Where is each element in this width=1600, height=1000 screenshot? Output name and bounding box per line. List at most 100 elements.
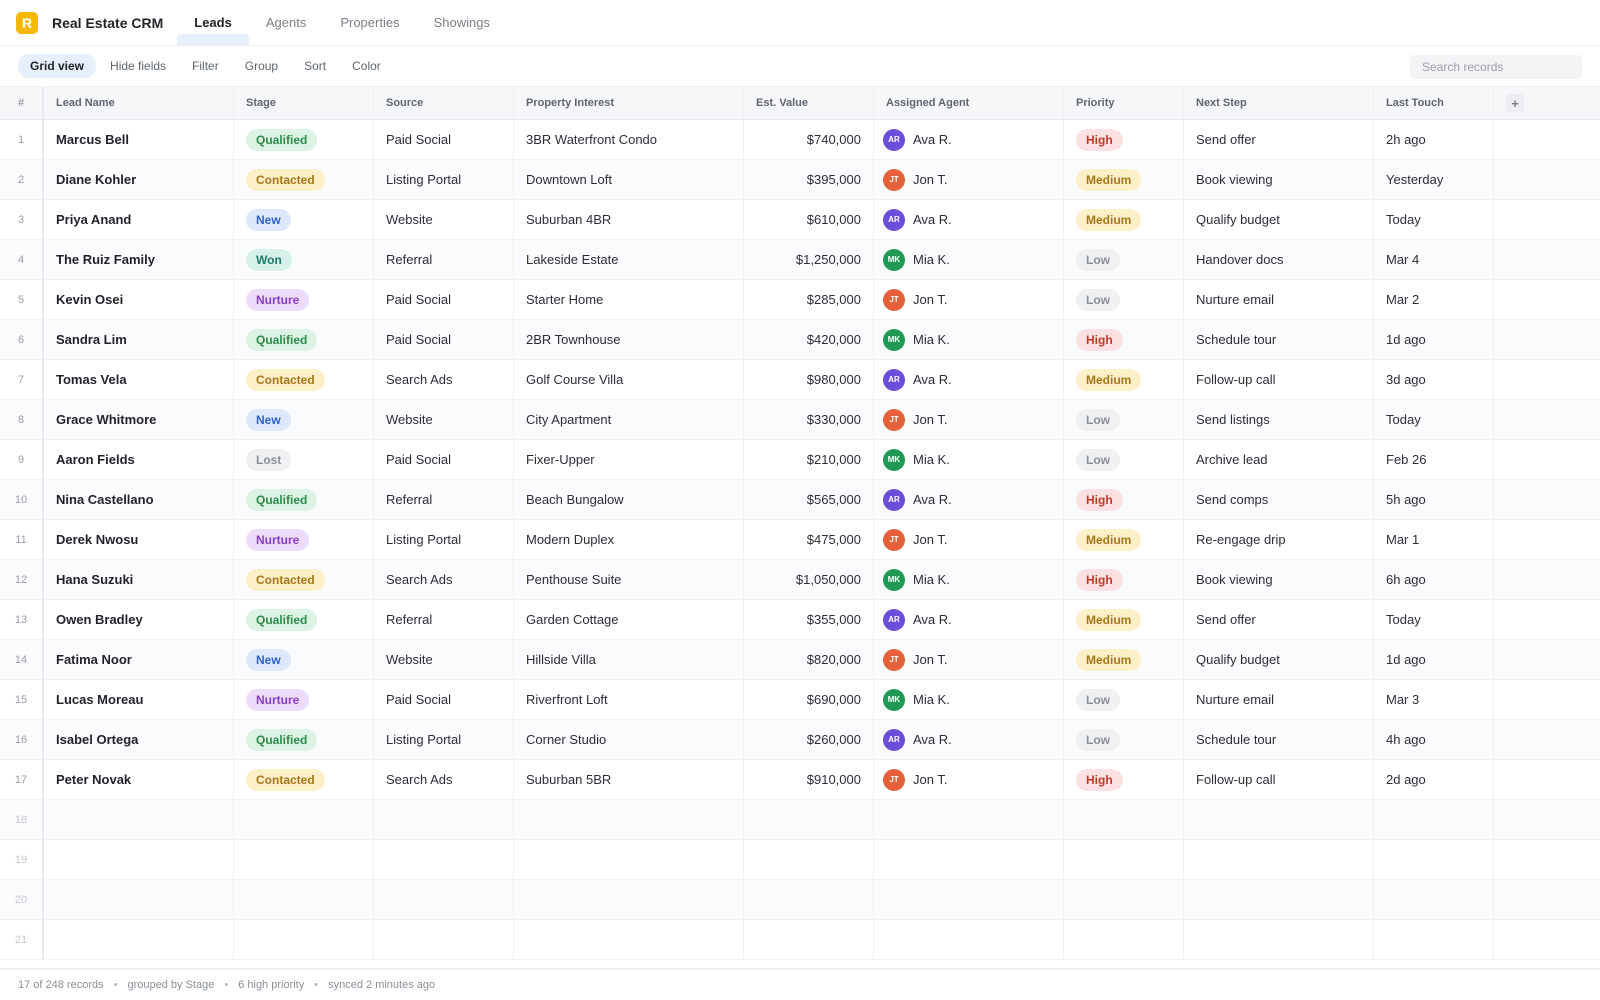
empty-cell[interactable] [374,920,514,959]
last-touch-cell[interactable]: Mar 3 [1374,680,1494,719]
lead-name-cell[interactable]: The Ruiz Family [44,240,234,279]
tab-properties[interactable]: Properties [340,15,400,30]
hide-fields-button[interactable]: Hide fields [110,59,167,73]
last-touch-cell[interactable]: Mar 1 [1374,520,1494,559]
last-touch-cell[interactable]: 6h ago [1374,560,1494,599]
stage-cell[interactable]: Qualified [234,600,374,639]
last-touch-cell[interactable]: 1d ago [1374,640,1494,679]
empty-cell[interactable] [744,920,874,959]
property-interest-cell[interactable]: Lakeside Estate [514,240,744,279]
source-cell[interactable]: Search Ads [374,360,514,399]
assigned-agent-cell[interactable]: JT Jon T. [874,640,1064,679]
empty-cell[interactable] [234,880,374,919]
column-header-priority[interactable]: Priority [1064,87,1184,119]
stage-cell[interactable]: New [234,640,374,679]
property-interest-cell[interactable]: Beach Bungalow [514,480,744,519]
last-touch-cell[interactable]: Today [1374,200,1494,239]
property-interest-cell[interactable]: Riverfront Loft [514,680,744,719]
est-value-cell[interactable]: $980,000 [744,360,874,399]
column-header-number[interactable]: # [0,87,44,119]
source-cell[interactable]: Paid Social [374,280,514,319]
est-value-cell[interactable]: $475,000 [744,520,874,559]
empty-cell[interactable] [744,840,874,879]
grid-view-button[interactable]: Grid view [18,54,97,78]
stage-cell[interactable]: Contacted [234,160,374,199]
stage-cell[interactable]: New [234,200,374,239]
source-cell[interactable]: Paid Social [374,680,514,719]
property-interest-cell[interactable]: Fixer-Upper [514,440,744,479]
property-interest-cell[interactable]: City Apartment [514,400,744,439]
property-interest-cell[interactable]: Hillside Villa [514,640,744,679]
empty-cell[interactable] [1374,880,1494,919]
priority-cell[interactable]: Medium [1064,600,1184,639]
priority-cell[interactable]: Medium [1064,200,1184,239]
property-interest-cell[interactable]: Suburban 4BR [514,200,744,239]
est-value-cell[interactable]: $910,000 [744,760,874,799]
empty-cell[interactable] [1374,800,1494,839]
column-header-source[interactable]: Source [374,87,514,119]
stage-cell[interactable]: Contacted [234,560,374,599]
assigned-agent-cell[interactable]: MK Mia K. [874,320,1064,359]
table-row[interactable]: 9 Aaron Fields Lost Paid Social Fixer-Upper $… [0,440,1600,480]
group-button[interactable]: Group [244,59,279,73]
last-touch-cell[interactable]: 2d ago [1374,760,1494,799]
assigned-agent-cell[interactable]: JT Jon T. [874,280,1064,319]
property-interest-cell[interactable]: Starter Home [514,280,744,319]
column-header-next-step[interactable]: Next Step [1184,87,1374,119]
stage-cell[interactable]: Lost [234,440,374,479]
empty-cell[interactable] [874,880,1064,919]
lead-name-cell[interactable]: Derek Nwosu [44,520,234,559]
empty-row[interactable]: 19 [0,840,1600,880]
lead-name-cell[interactable]: Aaron Fields [44,440,234,479]
column-header-stage[interactable]: Stage [234,87,374,119]
empty-cell[interactable] [374,880,514,919]
next-step-cell[interactable]: Schedule tour [1184,720,1374,759]
lead-name-cell[interactable]: Hana Suzuki [44,560,234,599]
next-step-cell[interactable]: Re-engage drip [1184,520,1374,559]
empty-cell[interactable] [514,800,744,839]
table-row[interactable]: 10 Nina Castellano Qualified Referral Beach … [0,480,1600,520]
lead-name-cell[interactable]: Marcus Bell [44,120,234,159]
property-interest-cell[interactable]: Corner Studio [514,720,744,759]
last-touch-cell[interactable]: 4h ago [1374,720,1494,759]
next-step-cell[interactable]: Nurture email [1184,280,1374,319]
empty-cell[interactable] [1184,880,1374,919]
table-row[interactable]: 2 Diane Kohler Contacted Listing Portal Down… [0,160,1600,200]
lead-name-cell[interactable]: Sandra Lim [44,320,234,359]
last-touch-cell[interactable]: Mar 4 [1374,240,1494,279]
tab-leads[interactable]: Leads [177,0,249,45]
assigned-agent-cell[interactable]: MK Mia K. [874,240,1064,279]
next-step-cell[interactable]: Send comps [1184,480,1374,519]
last-touch-cell[interactable]: 5h ago [1374,480,1494,519]
empty-cell[interactable] [234,800,374,839]
sort-button[interactable]: Sort [304,59,327,73]
est-value-cell[interactable]: $1,050,000 [744,560,874,599]
source-cell[interactable]: Listing Portal [374,720,514,759]
table-row[interactable]: 6 Sandra Lim Qualified Paid Social 2BR Townh… [0,320,1600,360]
assigned-agent-cell[interactable]: JT Jon T. [874,520,1064,559]
property-interest-cell[interactable]: Garden Cottage [514,600,744,639]
empty-cell[interactable] [514,840,744,879]
lead-name-cell[interactable]: Owen Bradley [44,600,234,639]
est-value-cell[interactable]: $395,000 [744,160,874,199]
table-row[interactable]: 12 Hana Suzuki Contacted Search Ads Penthous… [0,560,1600,600]
property-interest-cell[interactable]: Golf Course Villa [514,360,744,399]
table-row[interactable]: 1 Marcus Bell Qualified Paid Social 3BR Wate… [0,120,1600,160]
source-cell[interactable]: Paid Social [374,320,514,359]
est-value-cell[interactable]: $740,000 [744,120,874,159]
empty-cell[interactable] [1064,840,1184,879]
priority-cell[interactable]: High [1064,320,1184,359]
table-row[interactable]: 8 Grace Whitmore New Website City Apartment $… [0,400,1600,440]
empty-cell[interactable] [374,840,514,879]
lead-name-cell[interactable]: Peter Novak [44,760,234,799]
empty-cell[interactable] [234,920,374,959]
next-step-cell[interactable]: Handover docs [1184,240,1374,279]
search-input[interactable] [1410,55,1582,79]
stage-cell[interactable]: Qualified [234,120,374,159]
next-step-cell[interactable]: Qualify budget [1184,200,1374,239]
assigned-agent-cell[interactable]: MK Mia K. [874,560,1064,599]
est-value-cell[interactable]: $355,000 [744,600,874,639]
empty-cell[interactable] [1064,880,1184,919]
empty-cell[interactable] [744,800,874,839]
empty-cell[interactable] [1374,840,1494,879]
